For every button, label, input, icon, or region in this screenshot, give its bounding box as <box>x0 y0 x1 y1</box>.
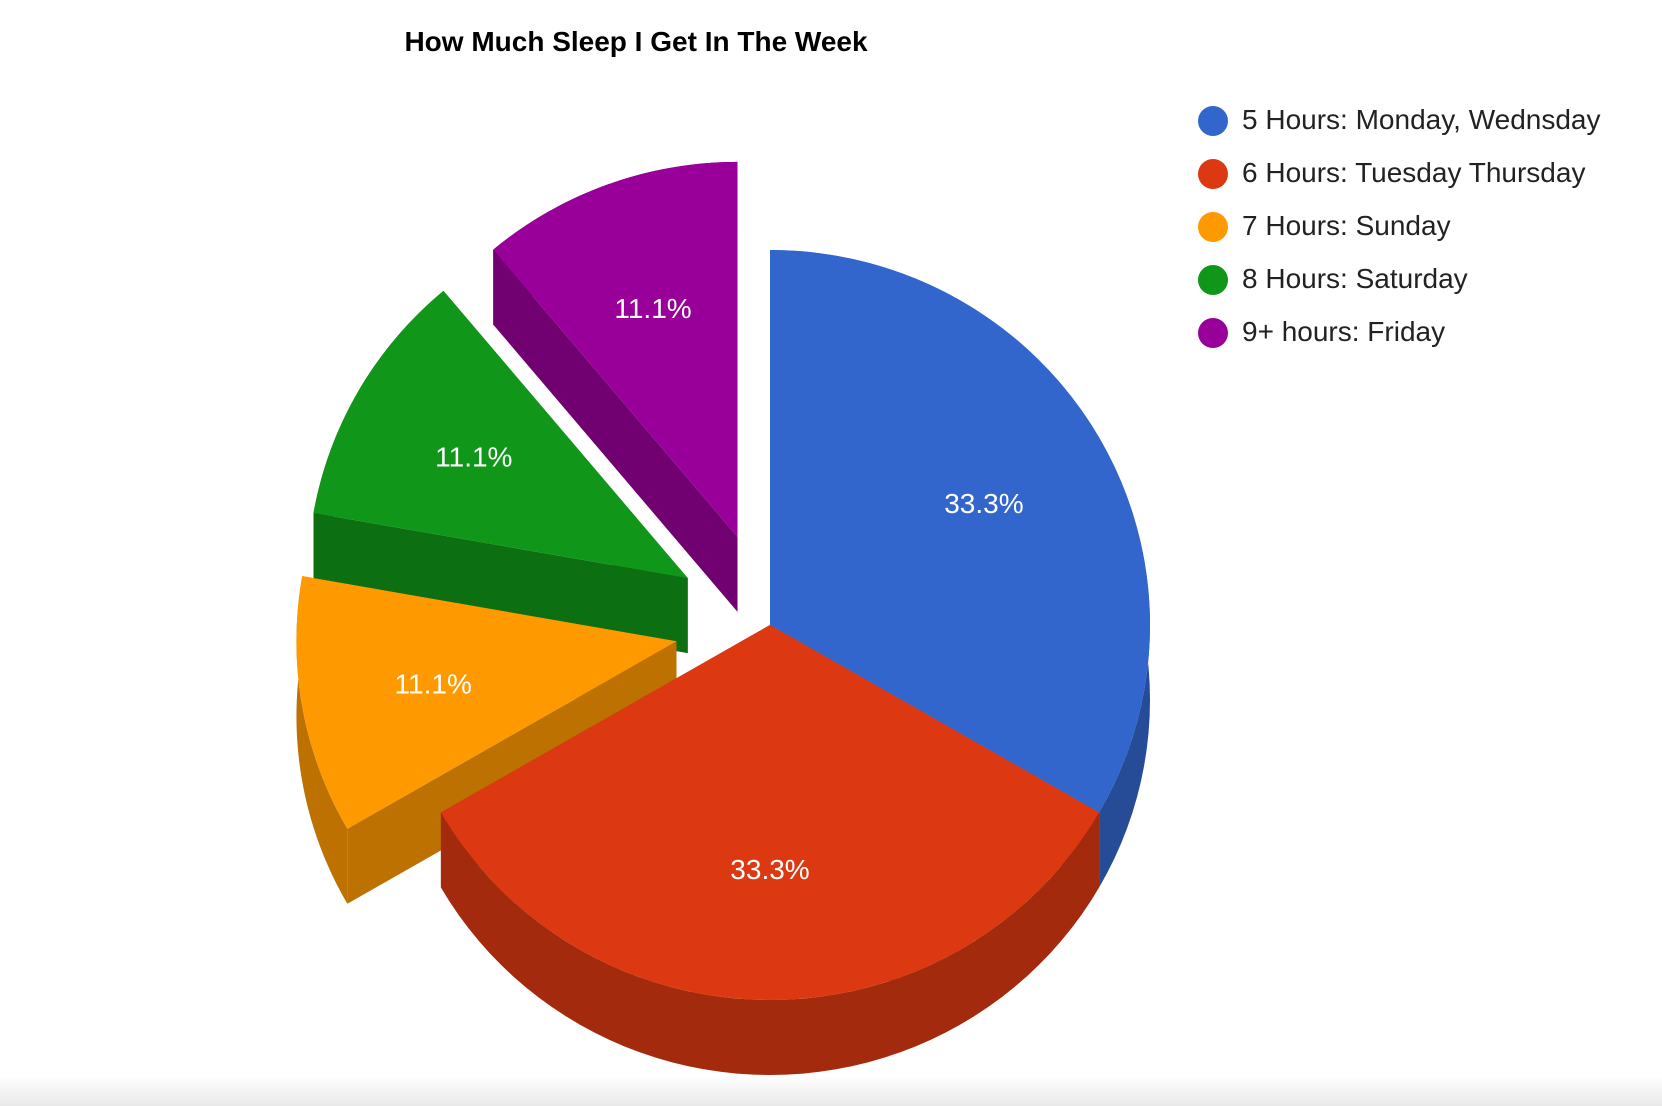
legend-item: 6 Hours: Tuesday Thursday <box>1198 153 1638 193</box>
legend-label: 6 Hours: Tuesday Thursday <box>1242 157 1586 188</box>
slice-top-face <box>313 290 688 579</box>
bottom-shade <box>0 1076 1662 1106</box>
slice-data-label: 11.1% <box>395 669 472 700</box>
legend: 5 Hours: Monday, Wednsday 6 Hours: Tuesda… <box>1198 100 1638 365</box>
pie-slices <box>296 161 1150 1075</box>
slice-top-face <box>493 161 738 537</box>
legend-marker-icon <box>1198 212 1228 242</box>
slice-rim-wall <box>440 812 1100 1075</box>
legend-label: 9+ hours: Friday <box>1242 316 1446 347</box>
slice-data-label: 11.1% <box>614 293 691 324</box>
pie-slice <box>493 161 738 612</box>
legend-marker-icon <box>1198 265 1228 295</box>
slice-rim-wall <box>296 576 348 904</box>
legend-marker-icon <box>1198 106 1228 136</box>
slice-side-wall <box>313 513 688 654</box>
slice-side-wall <box>493 249 738 612</box>
slice-data-label: 33.3% <box>730 854 809 885</box>
slice-data-label: 11.1% <box>435 441 512 472</box>
legend-label: 5 Hours: Monday, Wednsday <box>1242 104 1601 135</box>
pie-slice <box>440 625 1100 1075</box>
legend-item: 7 Hours: Sunday <box>1198 206 1638 246</box>
slice-top-face <box>440 625 1100 1000</box>
legend-marker-icon <box>1198 318 1228 348</box>
legend-item: 8 Hours: Saturday <box>1198 259 1638 299</box>
chart-title: How Much Sleep I Get In The Week <box>404 26 868 57</box>
pie-data-labels: 33.3% 33.3% 11.1% 11.1% 11.1% <box>395 293 1024 885</box>
legend-item: 5 Hours: Monday, Wednsday <box>1198 100 1638 140</box>
legend-label: 7 Hours: Sunday <box>1242 210 1451 241</box>
legend-marker-icon <box>1198 159 1228 189</box>
slice-data-label: 33.3% <box>944 488 1023 519</box>
slice-top-face <box>770 250 1150 813</box>
slice-top-face <box>296 576 677 829</box>
legend-item: 9+ hours: Friday <box>1198 312 1638 352</box>
legend-label: 8 Hours: Saturday <box>1242 263 1468 294</box>
pie-slice <box>313 290 688 654</box>
